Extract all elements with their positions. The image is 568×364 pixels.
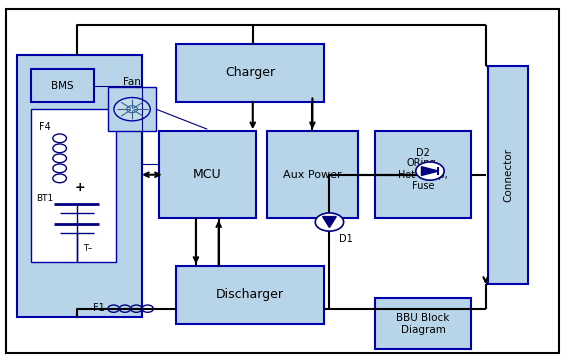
Circle shape	[315, 213, 344, 231]
Text: T–: T–	[83, 244, 93, 253]
Text: Discharger: Discharger	[216, 288, 284, 301]
Text: Aux Power: Aux Power	[283, 170, 342, 180]
Text: ORing,
Hot Swap,
Fuse: ORing, Hot Swap, Fuse	[398, 158, 448, 191]
Text: Connector: Connector	[503, 148, 513, 202]
Text: +: +	[74, 181, 85, 194]
Bar	[375, 131, 471, 218]
Circle shape	[416, 162, 444, 180]
Text: BBU Block
Diagram: BBU Block Diagram	[396, 313, 450, 335]
Text: Fan: Fan	[123, 77, 141, 87]
Bar	[17, 55, 142, 317]
Circle shape	[114, 98, 150, 121]
Text: F1: F1	[93, 302, 105, 313]
Bar	[31, 69, 94, 102]
Bar	[488, 66, 528, 284]
Text: MCU: MCU	[193, 168, 222, 181]
Text: Charger: Charger	[225, 66, 275, 79]
Bar	[31, 109, 116, 262]
Bar	[176, 266, 324, 324]
Bar	[108, 87, 156, 131]
Bar	[176, 44, 324, 102]
Text: F4: F4	[39, 122, 51, 132]
Text: D2: D2	[416, 149, 430, 158]
Bar	[159, 131, 256, 218]
Text: BT1: BT1	[36, 194, 53, 203]
Bar	[267, 131, 358, 218]
Text: Battery
Pack: Battery Pack	[59, 175, 100, 197]
Text: BMS: BMS	[51, 80, 74, 91]
Text: D1: D1	[339, 234, 353, 244]
Polygon shape	[421, 167, 438, 175]
Polygon shape	[323, 217, 336, 228]
Bar	[375, 298, 471, 349]
